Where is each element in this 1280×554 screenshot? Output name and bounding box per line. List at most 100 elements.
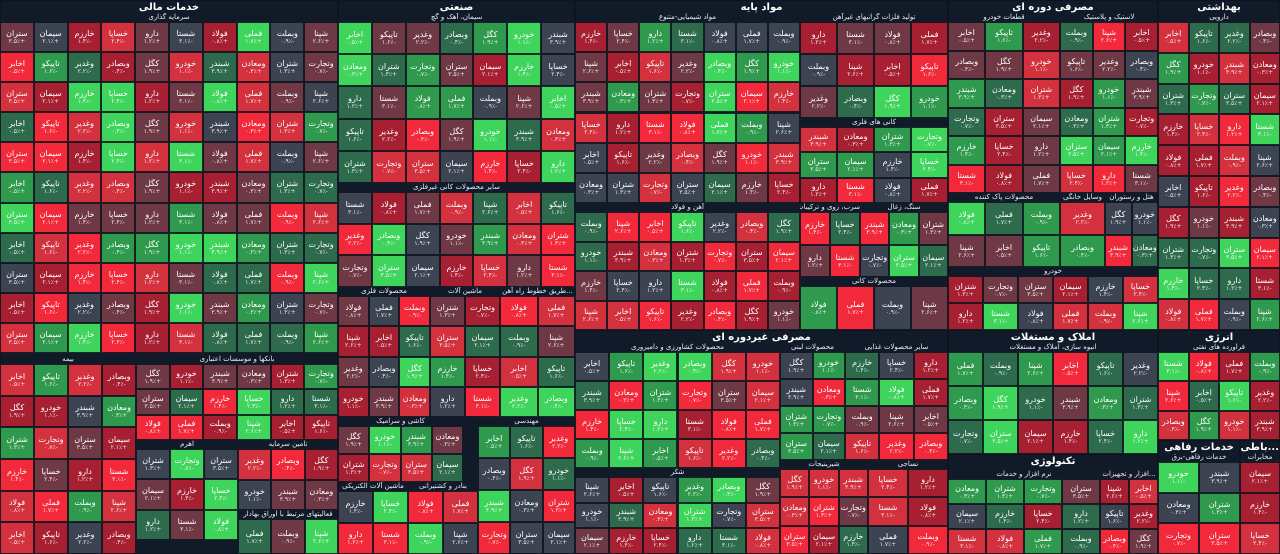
stock-tile[interactable]: شستا -۳.۱٪ [639, 112, 672, 143]
stock-tile[interactable]: خارزم -۱.۴٪ [67, 262, 102, 293]
stock-tile[interactable]: شبندر +۳.۹٪ [203, 364, 237, 390]
stock-tile[interactable]: خساپا -۲.۴٪ [473, 255, 508, 287]
stock-tile[interactable]: اخابر +۰.۵٪ [500, 356, 538, 387]
stock-tile[interactable]: شتران +۱.۳٪ [1022, 79, 1060, 108]
stock-tile[interactable]: وبملت -۰.۹٪ [983, 352, 1018, 386]
stock-tile[interactable]: شبندر +۳.۹٪ [838, 469, 868, 498]
stock-tile[interactable]: وبملت -۰.۹٪ [1062, 529, 1100, 554]
stock-tile[interactable]: شبندر +۳.۹٪ [860, 212, 890, 245]
stock-tile[interactable]: دارو +۱.۲٪ [135, 202, 169, 233]
stock-tile[interactable]: خودرو -۱.۱٪ [1188, 52, 1219, 84]
stock-tile[interactable]: وتجارت -۰.۷٪ [465, 296, 500, 327]
stock-tile[interactable]: شپنا +۲.۶٪ [575, 477, 610, 503]
stock-tile[interactable]: دارو +۱.۲٪ [1092, 164, 1126, 193]
stock-tile[interactable]: خساپا -۲.۴٪ [575, 112, 608, 143]
stock-tile[interactable]: وبصادر -۰.۴٪ [405, 118, 440, 151]
stock-tile[interactable]: سیمان +۲.۱٪ [809, 525, 839, 554]
stock-tile[interactable]: وتجارت -۰.۷٪ [371, 150, 406, 183]
stock-tile[interactable]: تاپیکو -۱.۶٪ [677, 439, 712, 468]
stock-tile[interactable]: وتجارت -۰.۷٪ [948, 107, 986, 136]
stock-tile[interactable]: شپنا +۲.۶٪ [304, 262, 338, 293]
stock-tile[interactable]: اخابر +۰.۵٪ [985, 234, 1023, 267]
stock-tile[interactable]: خودرو -۱.۱٪ [911, 86, 948, 118]
stock-tile[interactable]: خودرو -۱.۱٪ [169, 52, 203, 83]
stock-tile[interactable]: خارزم -۱.۴٪ [170, 479, 204, 510]
stock-tile[interactable]: تاپیکو -۱.۶٪ [304, 414, 338, 440]
stock-tile[interactable]: وغدیر -۲.۲٪ [1060, 202, 1105, 235]
stock-tile[interactable]: خودرو -۱.۱٪ [767, 52, 800, 83]
stock-tile[interactable]: وبصادر -۰.۴٪ [537, 386, 575, 417]
stock-tile[interactable]: ومعادن +۰.۳٪ [237, 364, 271, 390]
stock-tile[interactable]: ستران +۳.۵٪ [510, 522, 543, 554]
stock-tile[interactable]: ومعادن +۰.۳٪ [236, 172, 271, 203]
stock-tile[interactable]: وبصادر -۰.۴٪ [1100, 529, 1129, 554]
stock-tile[interactable]: فولاد +۰.۸٪ [800, 286, 837, 330]
stock-tile[interactable]: خارزم -۱.۴٪ [735, 172, 768, 203]
stock-tile[interactable]: فولاد +۰.۸٪ [908, 497, 948, 526]
stock-tile[interactable]: تاپیکو -۱.۶٪ [399, 326, 430, 357]
stock-tile[interactable]: شبندر +۳.۹٪ [948, 79, 986, 108]
stock-tile[interactable]: وغدیر -۲.۲٪ [67, 112, 102, 143]
stock-tile[interactable]: شستا -۳.۱٪ [671, 271, 704, 301]
stock-tile[interactable]: دارو +۱.۲٪ [430, 386, 465, 417]
stock-tile[interactable]: کگل +۱.۹٪ [338, 426, 370, 454]
stock-tile[interactable]: اخابر +۰.۵٪ [0, 292, 34, 323]
stock-tile[interactable]: سیمان +۲.۱٪ [33, 142, 68, 173]
stock-tile[interactable]: شتران +۱.۳٪ [270, 172, 305, 203]
stock-tile[interactable]: سیمان +۲.۱٪ [1053, 276, 1088, 303]
stock-tile[interactable]: شستا -۳.۱٪ [983, 303, 1018, 330]
stock-tile[interactable]: فملی +۱.۷٪ [735, 271, 768, 301]
stock-tile[interactable]: خساپا -۲.۴٪ [101, 142, 136, 173]
stock-tile[interactable]: خودرو -۱.۱٪ [238, 479, 272, 510]
stock-tile[interactable]: شبندر +۳.۹٪ [202, 232, 237, 263]
stock-tile[interactable]: خارزم -۱.۴٪ [430, 356, 465, 387]
stock-tile[interactable]: وبملت -۰.۹٪ [874, 286, 911, 330]
stock-tile[interactable]: دارو +۱.۲٪ [677, 528, 712, 554]
stock-tile[interactable]: سیمان +۲.۱٪ [812, 433, 845, 460]
stock-tile[interactable]: تاپیکو -۱.۶٪ [33, 52, 68, 83]
stock-tile[interactable]: شتران +۱.۳٪ [542, 490, 575, 522]
stock-tile[interactable]: فملی +۱.۷٪ [1053, 303, 1088, 330]
stock-tile[interactable]: خودرو -۱.۱٪ [575, 502, 610, 529]
stock-tile[interactable]: فملی +۱.۷٪ [735, 22, 768, 53]
stock-tile[interactable]: شپنا +۲.۶٪ [304, 322, 338, 353]
stock-tile[interactable]: ومعادن +۰.۳٪ [837, 127, 874, 153]
stock-tile[interactable]: خارزم -۱.۴٪ [874, 152, 911, 178]
stock-tile[interactable]: شبندر +۳.۹٪ [780, 379, 813, 406]
stock-tile[interactable]: فملی +۱.۷٪ [1188, 145, 1219, 176]
stock-tile[interactable]: ستران +۳.۵٪ [0, 22, 34, 53]
stock-tile[interactable]: کگل +۱.۹٪ [745, 477, 780, 503]
stock-tile[interactable]: شبندر +۳.۹٪ [1053, 386, 1088, 420]
stock-tile[interactable]: فولاد +۰.۸٪ [202, 142, 237, 173]
stock-tile[interactable]: وبصادر -۰.۴٪ [101, 292, 136, 323]
stock-tile[interactable]: تاپیکو -۱.۶٪ [643, 477, 678, 503]
stock-tile[interactable]: وبصادر -۰.۴٪ [478, 458, 511, 490]
stock-tile[interactable]: ستران +۳.۵٪ [1018, 276, 1053, 303]
stock-tile[interactable]: شستا -۳.۱٪ [1249, 114, 1280, 146]
stock-tile[interactable]: ستران +۳.۵٪ [400, 454, 432, 482]
stock-tile[interactable]: کگل +۱.۹٪ [1158, 206, 1189, 238]
stock-tile[interactable]: وبملت -۰.۹٪ [500, 326, 538, 357]
stock-tile[interactable]: ومعادن +۰.۳٪ [338, 54, 372, 87]
stock-tile[interactable]: ستران +۳.۵٪ [780, 525, 810, 554]
stock-tile[interactable]: وبصادر -۰.۴٪ [439, 22, 474, 55]
stock-tile[interactable]: فولاد +۰.۸٪ [711, 410, 746, 439]
stock-tile[interactable]: خارزم -۱.۴٪ [845, 352, 880, 379]
stock-tile[interactable]: دارو +۱.۲٪ [1219, 268, 1250, 300]
stock-tile[interactable]: ومعادن +۰.۳٪ [1131, 234, 1158, 267]
stock-tile[interactable]: وبملت -۰.۹٪ [270, 322, 305, 353]
stock-tile[interactable]: تاپیکو -۱.۶٪ [609, 352, 644, 381]
stock-tile[interactable]: تاپیکو -۱.۶٪ [34, 522, 68, 554]
stock-tile[interactable]: فملی +۱.۷٪ [443, 491, 478, 523]
stock-tile[interactable]: شستا -۳.۱٪ [373, 522, 408, 554]
stock-tile[interactable]: فولاد +۰.۸٪ [202, 262, 237, 293]
stock-tile[interactable]: خساپا -۲.۴٪ [868, 469, 908, 498]
stock-tile[interactable]: خساپا -۲.۴٪ [1060, 164, 1093, 193]
stock-tile[interactable]: وتجارت -۰.۷٪ [405, 54, 440, 87]
stock-tile[interactable]: فولاد +۰.۸٪ [338, 296, 369, 327]
stock-tile[interactable]: وتجارت -۰.۷٪ [1158, 523, 1199, 554]
stock-tile[interactable]: وغدیر -۲.۲٪ [405, 22, 440, 55]
stock-tile[interactable]: شستا -۳.۱٪ [671, 22, 704, 53]
stock-tile[interactable]: کگل +۱.۹٪ [399, 356, 430, 387]
stock-tile[interactable]: وغدیر -۲.۲٪ [500, 386, 538, 417]
